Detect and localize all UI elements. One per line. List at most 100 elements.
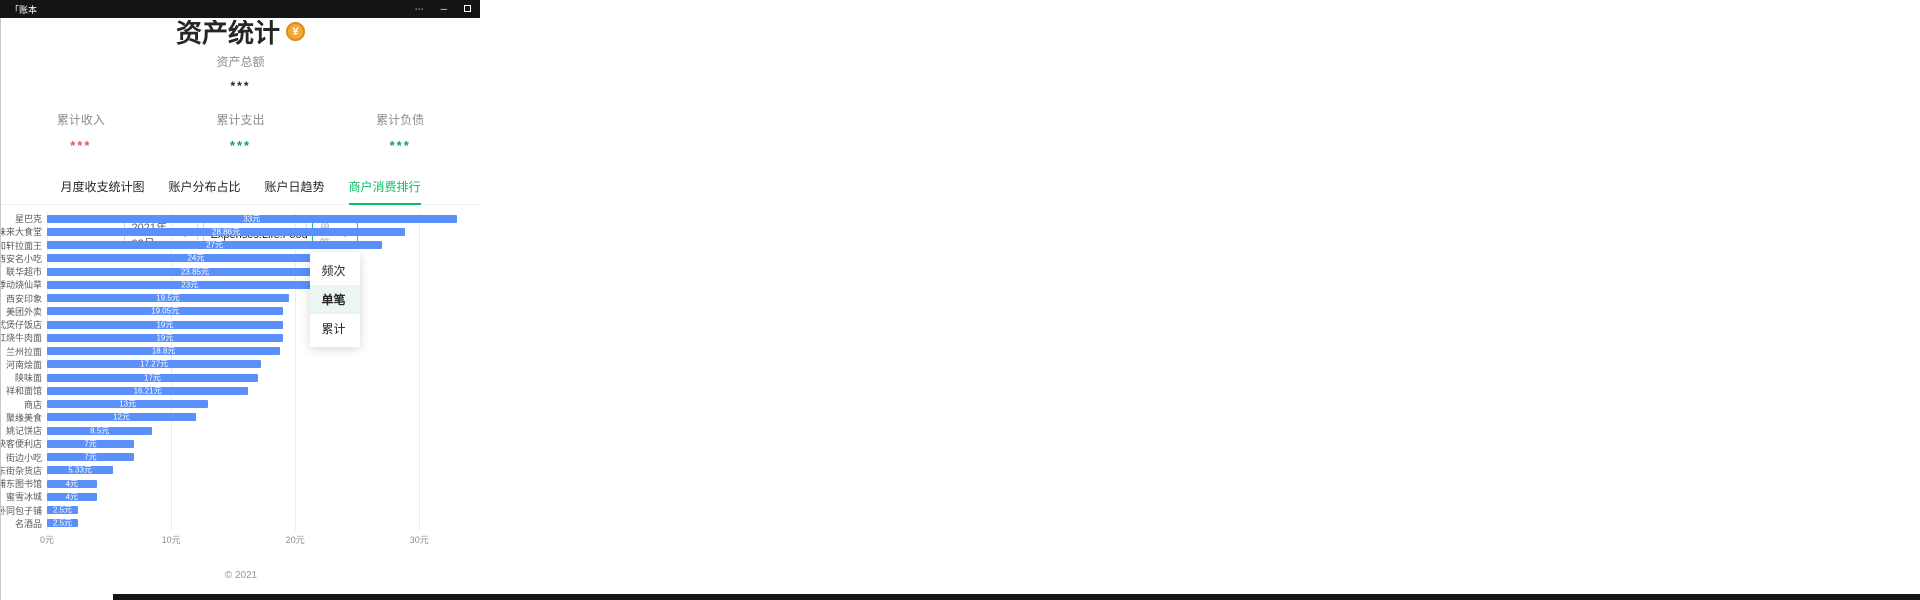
- bar-row: 西安印象 19.5元: [1, 292, 459, 305]
- bar-category-label: 街边小吃: [5, 452, 42, 463]
- dropdown-option-频次[interactable]: 频次: [321, 264, 346, 278]
- summary-stats: 累计收入 *** 累计支出 *** 累计负债 ***: [1, 111, 480, 153]
- bar: [47, 320, 283, 329]
- stat-value-masked: ***: [70, 138, 92, 153]
- bar-category-label: 东街杂货店: [1, 465, 42, 476]
- bar-value-label: 5.33元: [68, 465, 92, 475]
- tab-月度收支统计图[interactable]: 月度收支统计图: [60, 180, 145, 194]
- window-minimize-icon[interactable]: ─: [440, 3, 447, 14]
- window-title: 「账本: [10, 4, 38, 15]
- bar-row: 好味来大食堂 28.86元: [1, 225, 459, 238]
- window-more-icon[interactable]: ⋯: [414, 3, 424, 14]
- stat-item: 累计负债 ***: [320, 111, 480, 153]
- bar-category-label: 和轩拉面王: [1, 240, 42, 251]
- bar-category-label: 河南烩面: [5, 359, 42, 370]
- tab-商户消费排行[interactable]: 商户消费排行: [348, 173, 421, 205]
- bar-category-label: 星巴克: [14, 214, 42, 225]
- bar-value-label: 19元: [156, 320, 174, 330]
- bar-value-label: 33元: [243, 214, 261, 224]
- stats-tabs: 月度收支统计图 账户分布占比 账户日趋势 商户消费排行: [1, 173, 480, 205]
- total-assets-value: ***: [230, 79, 251, 93]
- bar-row: 星巴克 33元: [1, 212, 459, 225]
- bar: [47, 214, 457, 223]
- bar-row: 名酒品 2.5元: [1, 517, 459, 530]
- bar-category-label: 姚记饼店: [5, 426, 42, 437]
- tab-账户日趋势[interactable]: 账户日趋势: [264, 180, 325, 194]
- bar: [47, 386, 249, 395]
- bar: [47, 360, 262, 369]
- bar-value-label: 4元: [65, 492, 79, 502]
- bar-category-label: 好味来大食堂: [1, 227, 42, 238]
- bar-category-label: 浦东图书馆: [1, 479, 42, 490]
- bar-category-label: 西安名小吃: [1, 253, 42, 264]
- bar-row: 兰州拉面 18.8元: [1, 345, 459, 358]
- bar-category-label: 兰州拉面: [5, 346, 42, 357]
- bar: [47, 227, 406, 236]
- bar-value-label: 23.85元: [180, 267, 209, 277]
- bar: [47, 519, 79, 528]
- bar: [47, 254, 345, 263]
- gridline: [419, 212, 421, 530]
- stat-value-masked: ***: [229, 138, 252, 153]
- bar-value-label: 18.8元: [151, 346, 176, 356]
- tab-账户分布占比[interactable]: 账户分布占比: [168, 180, 241, 194]
- bar-value-label: 4元: [65, 479, 79, 489]
- bar-category-label: 陕味面: [14, 373, 42, 384]
- bar-value-label: 12元: [113, 412, 130, 422]
- bar-value-label: 2.5元: [52, 505, 73, 515]
- bar-row: 快客便利店 7元: [1, 437, 459, 450]
- bar-category-label: 快客便利店: [1, 439, 42, 450]
- bar-category-label: 悸动烧仙草: [1, 280, 42, 291]
- bar: [47, 373, 258, 382]
- bar-value-label: 7元: [84, 439, 97, 449]
- bar: [47, 241, 383, 250]
- bar-value-label: 16.21元: [133, 386, 162, 396]
- bar-row: 东街杂货店 5.33元: [1, 464, 459, 477]
- bar: [47, 413, 196, 422]
- stat-item: 累计支出 ***: [161, 111, 321, 153]
- window-maximize-icon[interactable]: [464, 4, 471, 14]
- x-tick-label: 20元: [285, 535, 305, 545]
- stat-label: 累计收入: [56, 113, 105, 127]
- bar-row: 和轩拉面王 27元: [1, 239, 459, 252]
- bar-category-label: 蜜雪冰城: [5, 492, 42, 503]
- bar-row: 港式煲仔饭店 19元: [1, 318, 459, 331]
- bar-category-label: 港式煲仔饭店: [1, 320, 42, 331]
- window-stats-bars: 「账本 ⋯ ─ 资产统计 ¥ 资产总额 *** 累计收入 *** 累计支出 *** 累计负债…: [0, 0, 480, 600]
- bar-value-label: 7元: [84, 452, 97, 462]
- bar-value-label: 27元: [206, 240, 223, 250]
- stat-value-masked: ***: [389, 138, 411, 153]
- bar-category-label: 联华超市: [5, 267, 42, 278]
- bar-row: 陕味面 17元: [1, 371, 459, 384]
- bar-row: 蜜雪冰城 4元: [1, 490, 459, 503]
- bar-category-label: 聚缘美食: [5, 412, 42, 423]
- bar-category-label: 祥和面馆: [5, 386, 42, 397]
- bar: [47, 453, 134, 462]
- bar-row: 红烧牛肉面 19元: [1, 331, 459, 344]
- bar-row: 聚缘美食 12元: [1, 411, 459, 424]
- bar: [47, 333, 283, 342]
- bar-row: 美团外卖 19.05元: [1, 305, 459, 318]
- stat-label: 累计负债: [376, 113, 425, 127]
- bar-value-label: 28.86元: [212, 227, 241, 237]
- total-assets-label: 资产总额: [216, 55, 265, 69]
- dropdown-option-累计[interactable]: 累计: [321, 322, 346, 336]
- bar: [47, 267, 343, 276]
- stat-item: 累计收入 ***: [1, 111, 161, 153]
- gridline: [171, 212, 173, 530]
- bar: [47, 506, 79, 515]
- bar-value-label: 23元: [181, 280, 199, 290]
- bar-category-label: 名酒品: [14, 518, 42, 529]
- bar-category-label: 西安印象: [5, 293, 42, 304]
- dropdown-option-单笔[interactable]: 单笔: [309, 285, 360, 314]
- bar-value-label: 2.5元: [52, 518, 73, 528]
- x-tick-label: 0元: [39, 535, 55, 545]
- stat-label: 累计支出: [216, 113, 265, 127]
- window-titlebar: 「账本 ⋯ ─: [1, 0, 480, 18]
- bar: [47, 347, 281, 356]
- copyright: © 2021: [224, 570, 258, 581]
- bar: [47, 479, 97, 488]
